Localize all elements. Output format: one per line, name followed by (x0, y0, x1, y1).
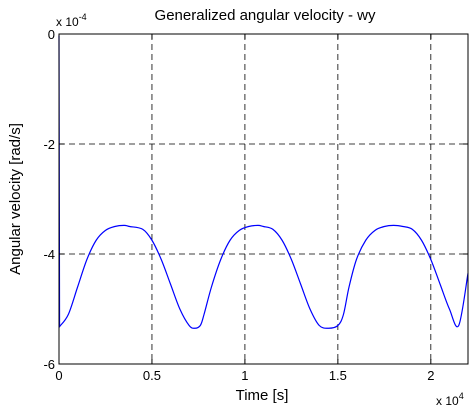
x-tick-label: 2 (427, 368, 434, 383)
series-line (58, 35, 469, 329)
x-tick-label: 0 (55, 368, 62, 383)
chart-title: Generalized angular velocity - wy (155, 7, 376, 24)
x-multiplier: x 104 (436, 391, 464, 407)
plot-area (58, 33, 469, 365)
series-layer (58, 35, 469, 329)
x-tick-label: 0.5 (143, 368, 161, 383)
x-multiplier-base: x 10 (436, 394, 459, 407)
y-multiplier: x 10-4 (56, 12, 87, 29)
x-tick-label: 1 (241, 368, 248, 383)
x-tick-label: 1.5 (329, 368, 347, 383)
y-tick-label: 0 (48, 27, 55, 42)
y-tick-label: -6 (43, 357, 55, 372)
y-tick-label: -4 (43, 247, 55, 262)
x-axis-label: Time [s] (236, 387, 289, 404)
y-multiplier-exp: -4 (79, 12, 87, 22)
y-tick-label: -2 (43, 137, 55, 152)
y-axis-label: Angular velocity [rad/s] (7, 123, 24, 275)
x-multiplier-exp: 4 (459, 391, 464, 401)
y-multiplier-base: x 10 (56, 15, 79, 29)
ticks: 0 0.5 1 1.5 2 -6 -4 -2 0 (43, 27, 468, 383)
plot-frame (58, 33, 469, 365)
grid (59, 34, 468, 364)
